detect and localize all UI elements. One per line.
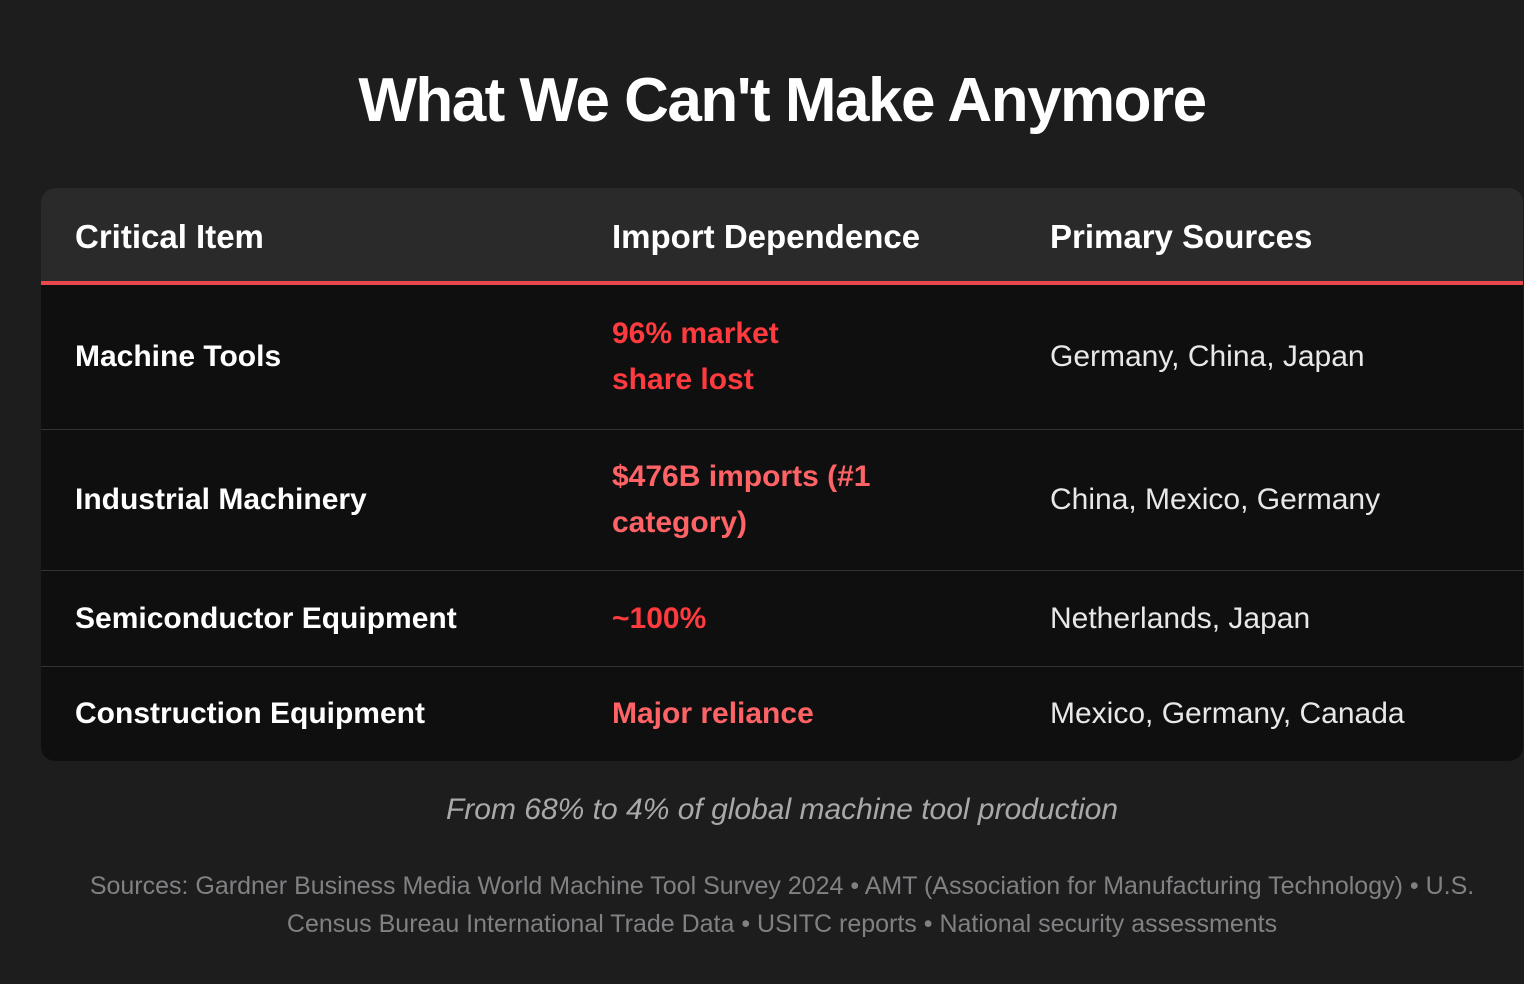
header-primary-sources: Primary Sources <box>1050 218 1313 255</box>
row-item: Construction Equipment <box>75 697 425 730</box>
row-dependence: 96% market share lost <box>612 317 779 396</box>
table-row: Machine Tools 96% market share lost Germ… <box>41 285 1523 430</box>
row-item: Semiconductor Equipment <box>75 601 457 635</box>
table-row: Semiconductor Equipment ~100% Netherland… <box>41 571 1523 667</box>
row-item: Machine Tools <box>75 340 282 373</box>
row-dependence: $476B imports (#1 category) <box>612 460 871 539</box>
row-sources: Mexico, Germany, Canada <box>1050 697 1405 730</box>
summary-caption: From 68% to 4% of global machine tool pr… <box>445 793 1119 826</box>
sources-footnote: Sources: Gardner Business Media World Ma… <box>89 872 1475 938</box>
table-row: Industrial Machinery $476B imports (#1 c… <box>41 430 1523 571</box>
row-sources: China, Mexico, Germany <box>1050 483 1381 516</box>
page-title: What We Can't Make Anymore <box>358 66 1207 135</box>
header-critical-item: Critical Item <box>75 218 264 255</box>
header-import-dependence: Import Dependence <box>612 218 921 255</box>
import-dependence-table: Critical Item Import Dependence Primary … <box>41 188 1523 761</box>
row-dependence: ~100% <box>612 601 707 635</box>
table-row: Construction Equipment Major reliance Me… <box>41 667 1523 761</box>
row-sources: Germany, China, Japan <box>1050 340 1365 373</box>
row-dependence: Major reliance <box>612 697 814 730</box>
row-item: Industrial Machinery <box>75 483 367 516</box>
table-header: Critical Item Import Dependence Primary … <box>41 188 1523 285</box>
row-sources: Netherlands, Japan <box>1050 601 1311 635</box>
